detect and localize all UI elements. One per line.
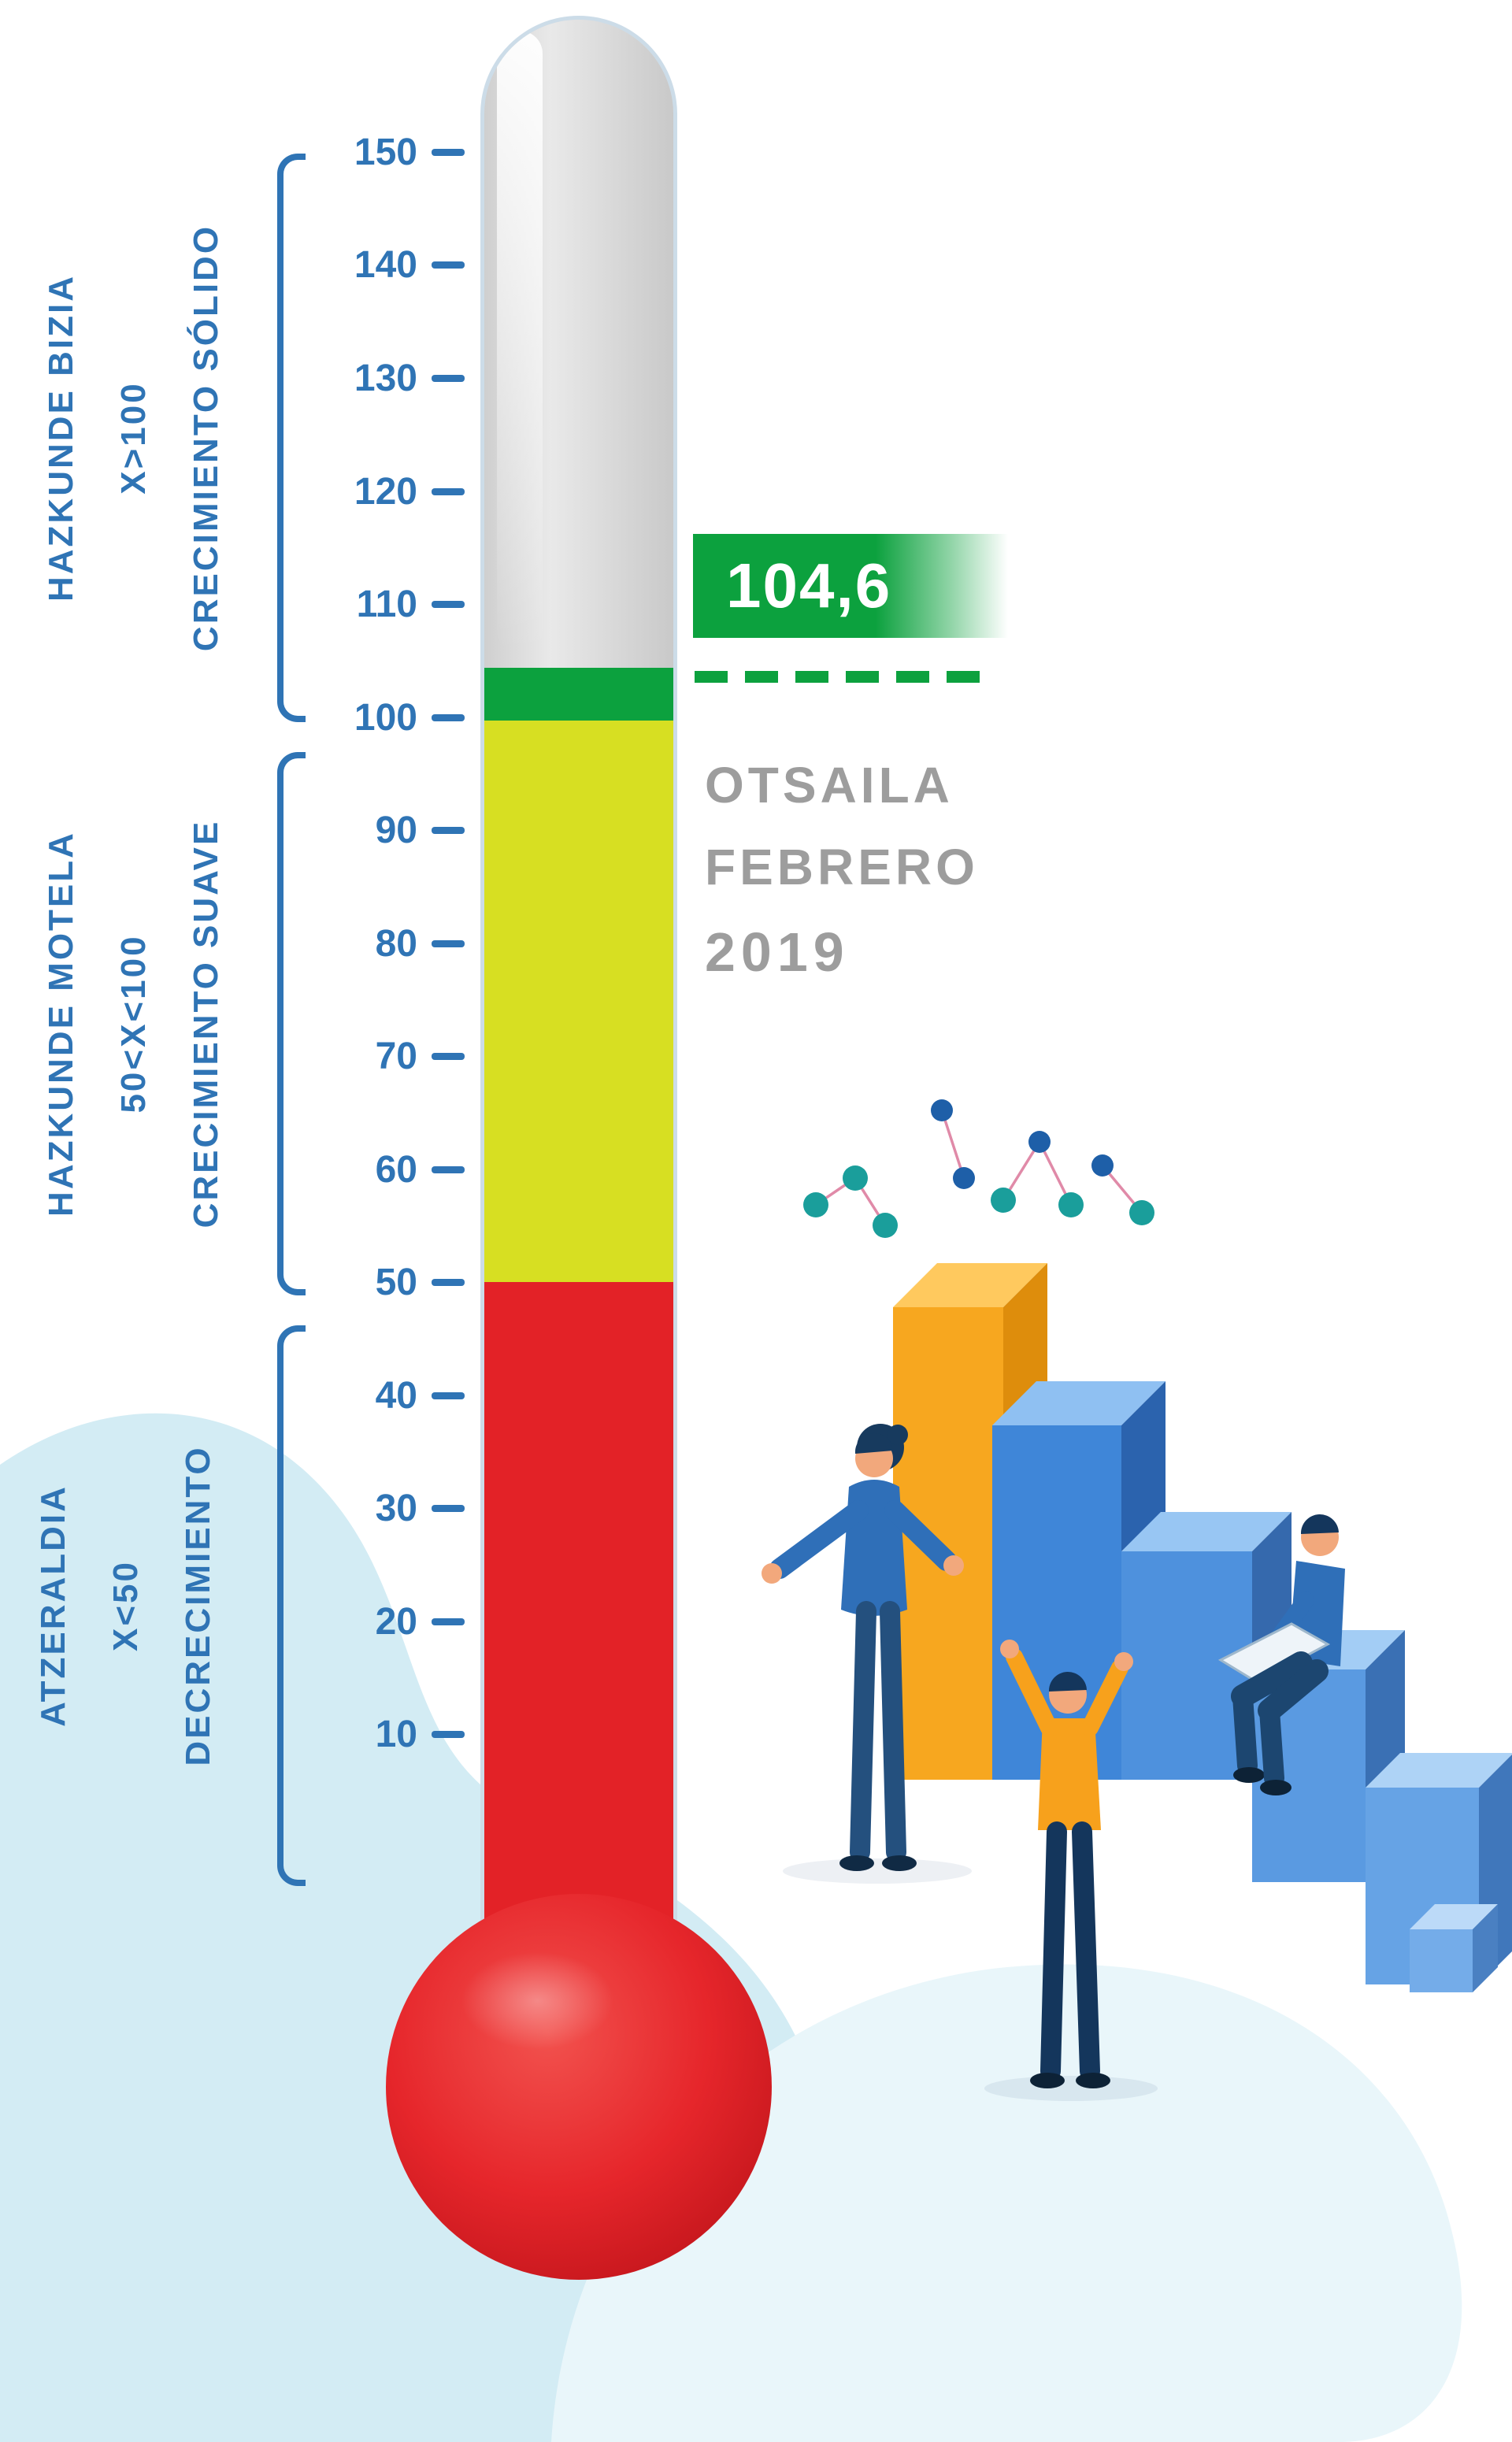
value-badge: 104,6 xyxy=(693,534,1008,638)
tick-label: 110 xyxy=(356,583,417,625)
scale-tick-70: 70 xyxy=(260,1032,465,1080)
zone-label-atzeraldia: ATZERALDIA X<50 DECRECIMIENTO xyxy=(16,1322,236,1889)
tick-label: 80 xyxy=(375,922,417,965)
tick-mark xyxy=(432,1504,465,1512)
scale-tick-120: 120 xyxy=(260,468,465,515)
zone-label-hazkunde-motela: HAZKUNDE MOTELA 50<X<100 CRECIMIENTO SUA… xyxy=(24,748,244,1299)
person-sitting-icon xyxy=(1217,1514,1345,1795)
tick-mark xyxy=(432,1391,465,1399)
bracket-growth-solid xyxy=(277,154,306,722)
period-month-spanish: FEBRERO xyxy=(705,839,979,895)
tick-mark xyxy=(432,939,465,947)
tick-label: 130 xyxy=(354,357,417,399)
zone-label-line: CRECIMIENTO SÓLIDO xyxy=(187,224,225,652)
tick-label: 20 xyxy=(375,1600,417,1643)
zone-label-line: X>100 xyxy=(114,381,153,495)
scatter-line-icon xyxy=(803,1099,1154,1238)
tick-label: 140 xyxy=(354,243,417,286)
zone-label-line: CRECIMIENTO SUAVE xyxy=(187,819,225,1228)
bulb-highlight xyxy=(461,1951,614,2050)
zone-label-line: HAZKUNDE BIZIA xyxy=(42,274,80,602)
tick-mark xyxy=(432,1730,465,1738)
value-label: 104,6 xyxy=(726,550,892,621)
thermometer-bulb xyxy=(386,1894,772,2280)
tick-mark xyxy=(432,487,465,495)
bracket-growth-soft xyxy=(277,752,306,1295)
people-bar-chart-illustration xyxy=(762,1099,1512,2101)
tube-red-segment xyxy=(484,1282,673,1945)
tick-mark xyxy=(432,1618,465,1625)
zone-label-line: HAZKUNDE MOTELA xyxy=(42,831,80,1217)
tick-mark xyxy=(432,600,465,608)
tick-label: 10 xyxy=(375,1713,417,1755)
scale-tick-10: 10 xyxy=(260,1710,465,1758)
tick-label: 40 xyxy=(375,1374,417,1417)
scale-tick-140: 140 xyxy=(260,241,465,288)
tick-label: 70 xyxy=(375,1035,417,1077)
scale-tick-20: 20 xyxy=(260,1598,465,1645)
value-level-dashed-line xyxy=(695,671,992,683)
blob-lighter-blue xyxy=(551,1964,1462,2442)
zone-label-line: ATZERALDIA xyxy=(34,1484,72,1727)
tick-mark xyxy=(432,148,465,156)
scale-tick-150: 150 xyxy=(260,128,465,176)
tick-mark xyxy=(432,261,465,269)
person-orange-icon xyxy=(984,1640,1158,2101)
tube-green-segment xyxy=(484,668,673,721)
tick-mark xyxy=(432,374,465,382)
period-caption: OTSAILA FEBRERO 2019 xyxy=(705,744,979,996)
period-year: 2019 xyxy=(705,921,850,983)
scale-tick-40: 40 xyxy=(260,1372,465,1419)
bracket-decline xyxy=(277,1325,306,1886)
tick-label: 30 xyxy=(375,1487,417,1529)
scale-tick-50: 50 xyxy=(260,1258,465,1306)
scale-tick-80: 80 xyxy=(260,920,465,967)
zone-label-line: X<50 xyxy=(106,1560,145,1651)
tube-highlight xyxy=(497,31,543,653)
tube-yellow-segment xyxy=(484,721,673,1282)
scale-tick-30: 30 xyxy=(260,1484,465,1532)
tick-label: 60 xyxy=(375,1148,417,1191)
tick-mark xyxy=(432,826,465,834)
tick-label: 50 xyxy=(375,1261,417,1303)
tick-mark xyxy=(432,713,465,721)
tick-label: 90 xyxy=(375,809,417,851)
scale-tick-130: 130 xyxy=(260,354,465,402)
tick-mark xyxy=(432,1278,465,1286)
zone-label-line: 50<X<100 xyxy=(114,934,153,1114)
scale-tick-90: 90 xyxy=(260,806,465,854)
tick-mark xyxy=(432,1052,465,1060)
zone-label-line: DECRECIMIENTO xyxy=(179,1445,217,1766)
zone-label-hazkunde-bizia: HAZKUNDE BIZIA X>100 CRECIMIENTO SÓLIDO xyxy=(24,139,244,737)
tick-label: 120 xyxy=(354,470,417,513)
tick-mark xyxy=(432,1165,465,1173)
thermometer-tube xyxy=(480,16,677,1945)
tick-label: 100 xyxy=(354,696,417,739)
person-woman-icon xyxy=(762,1424,972,1884)
scale-tick-110: 110 xyxy=(260,580,465,628)
scale-tick-60: 60 xyxy=(260,1146,465,1193)
tick-label: 150 xyxy=(354,131,417,173)
scale-tick-100: 100 xyxy=(260,694,465,741)
period-month-basque: OTSAILA xyxy=(705,757,954,813)
